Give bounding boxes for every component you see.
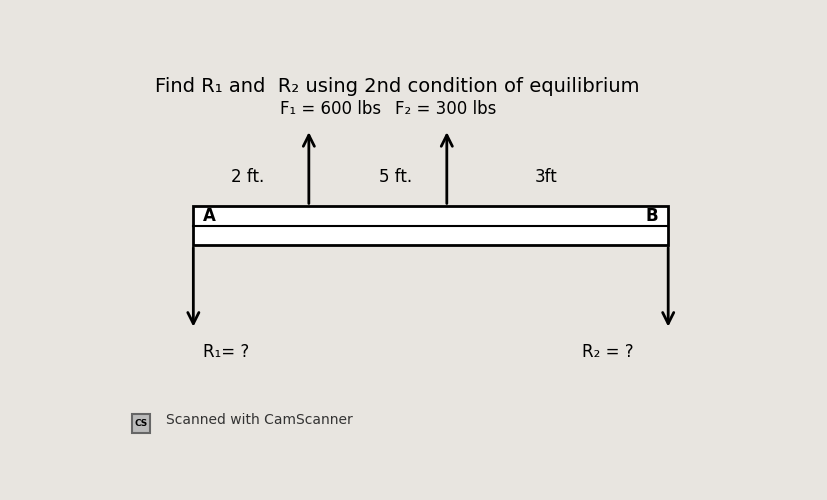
Text: 2 ft.: 2 ft. bbox=[231, 168, 264, 186]
Text: Scanned with CamScanner: Scanned with CamScanner bbox=[166, 414, 352, 428]
Text: Find R₁ and  R₂ using 2nd condition of equilibrium: Find R₁ and R₂ using 2nd condition of eq… bbox=[155, 78, 638, 96]
Text: CS: CS bbox=[135, 419, 148, 428]
Text: R₂ = ?: R₂ = ? bbox=[581, 343, 633, 361]
Bar bbox=[193, 206, 667, 245]
Text: F₁ = 600 lbs: F₁ = 600 lbs bbox=[280, 100, 380, 117]
Text: 3ft: 3ft bbox=[534, 168, 557, 186]
Bar bbox=[132, 414, 151, 432]
Text: B: B bbox=[645, 207, 657, 225]
Text: R₁= ?: R₁= ? bbox=[203, 343, 249, 361]
Text: F₂ = 300 lbs: F₂ = 300 lbs bbox=[395, 100, 496, 117]
Text: 5 ft.: 5 ft. bbox=[379, 168, 412, 186]
Text: A: A bbox=[203, 207, 216, 225]
